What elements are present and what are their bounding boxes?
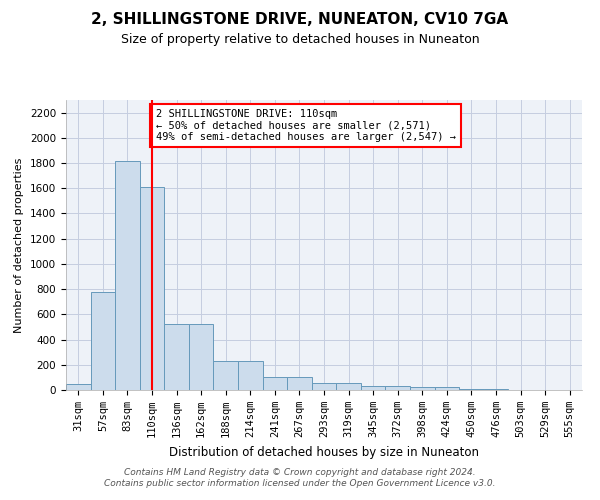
Bar bbox=[361, 386, 385, 390]
X-axis label: Distribution of detached houses by size in Nuneaton: Distribution of detached houses by size … bbox=[169, 446, 479, 458]
Bar bbox=[66, 384, 91, 390]
Bar bbox=[91, 292, 115, 390]
Text: 2 SHILLINGSTONE DRIVE: 110sqm
← 50% of detached houses are smaller (2,571)
49% o: 2 SHILLINGSTONE DRIVE: 110sqm ← 50% of d… bbox=[155, 109, 455, 142]
Y-axis label: Number of detached properties: Number of detached properties bbox=[14, 158, 25, 332]
Text: Contains HM Land Registry data © Crown copyright and database right 2024.
Contai: Contains HM Land Registry data © Crown c… bbox=[104, 468, 496, 487]
Bar bbox=[263, 377, 287, 390]
Text: 2, SHILLINGSTONE DRIVE, NUNEATON, CV10 7GA: 2, SHILLINGSTONE DRIVE, NUNEATON, CV10 7… bbox=[91, 12, 509, 28]
Bar bbox=[312, 383, 336, 390]
Bar bbox=[434, 388, 459, 390]
Bar bbox=[336, 383, 361, 390]
Bar bbox=[164, 324, 189, 390]
Bar bbox=[140, 187, 164, 390]
Bar bbox=[189, 324, 214, 390]
Bar bbox=[238, 361, 263, 390]
Bar bbox=[214, 361, 238, 390]
Text: Size of property relative to detached houses in Nuneaton: Size of property relative to detached ho… bbox=[121, 32, 479, 46]
Bar bbox=[287, 377, 312, 390]
Bar bbox=[385, 386, 410, 390]
Bar bbox=[410, 388, 434, 390]
Bar bbox=[115, 160, 140, 390]
